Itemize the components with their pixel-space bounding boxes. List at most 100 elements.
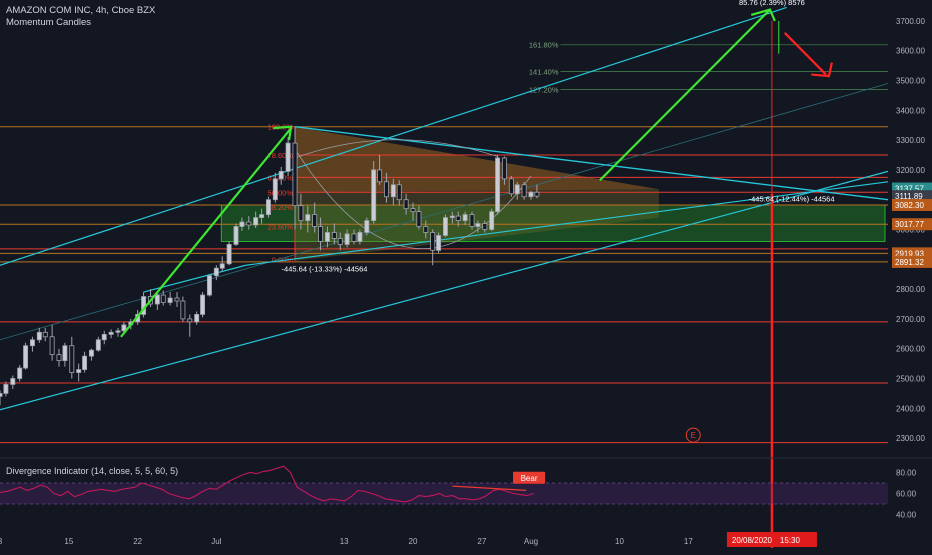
candle-body (534, 191, 540, 197)
osc-axis-tick: 80.00 (896, 469, 917, 478)
bear-label: Bear (521, 474, 538, 483)
upper-arc (294, 139, 498, 159)
candle-body (469, 214, 475, 227)
fib-level-label: 78.60% (268, 151, 294, 160)
measure-label: -445.64 (-13.33%) -44564 (282, 265, 368, 274)
candle-body (88, 349, 94, 357)
candle-body (226, 243, 232, 265)
time-axis-tick: Aug (524, 537, 538, 546)
crosshair-time: 15:30 (780, 536, 801, 545)
price-label: 2919.93 (895, 249, 924, 258)
candle-body (508, 178, 514, 195)
triangle-upper-line (294, 125, 889, 201)
candle-body (475, 223, 481, 227)
symbol-title: AMAZON COM INC, 4h, Cboe BZX (6, 5, 156, 16)
fib-level-label: 23.60% (268, 223, 294, 232)
price-axis-tick: 3400.00 (896, 106, 925, 115)
indicator-title: Momentum Candles (6, 17, 92, 28)
price-label-box (892, 255, 932, 268)
bear-label-box (513, 471, 546, 484)
candle-body (29, 339, 35, 347)
divergence-line (452, 485, 527, 491)
candle-body (312, 214, 318, 227)
candle-body (194, 314, 200, 323)
candle-body (292, 142, 298, 207)
price-axis-tick: 2600.00 (896, 345, 925, 354)
candle-body (174, 297, 180, 302)
candle-body (442, 217, 448, 236)
green-arrow-1 (120, 127, 292, 338)
price-axis-tick: 3200.00 (896, 166, 925, 175)
candle-body (278, 170, 284, 180)
candle-body (501, 157, 507, 180)
chart-header: AMAZON COM INC, 4h, Cboe BZX Momentum Ca… (6, 5, 155, 29)
channel-lower-line (0, 170, 889, 411)
candle-body (489, 211, 495, 230)
fib-level-label: 0.00% (272, 255, 294, 264)
candle-body (49, 336, 55, 356)
candle-body (154, 294, 160, 305)
candle-body (115, 330, 121, 333)
measure-label: 85.76 (2.39%) 8576 (739, 0, 805, 7)
candle-body (318, 226, 324, 242)
candle-body (528, 191, 534, 198)
candle-body (0, 392, 3, 397)
candle-body (324, 232, 330, 242)
candle-body (390, 184, 396, 198)
time-axis-tick: 13 (340, 537, 349, 546)
candle-body (383, 181, 389, 198)
price-label-box (892, 198, 932, 211)
price-label-box (892, 247, 932, 260)
candle-body (95, 339, 101, 351)
candle-body (455, 215, 461, 221)
triangle-lower-line (245, 181, 889, 266)
candle-body (344, 233, 350, 245)
candle-body (423, 226, 429, 233)
candle-body (108, 331, 114, 335)
green-arrow-1-head (273, 125, 293, 141)
candle-body (298, 205, 304, 221)
candle-body (239, 221, 245, 227)
candle-body (331, 232, 337, 239)
candle-body (62, 345, 68, 362)
candle-body (121, 324, 127, 332)
candle-body (219, 263, 225, 269)
time-axis-tick: 27 (477, 537, 486, 546)
time-axis-tick: 15 (64, 537, 73, 546)
candle-body (10, 378, 16, 385)
candle-body (17, 367, 23, 379)
candle-body (285, 142, 291, 172)
candle-body (82, 355, 88, 370)
price-axis-tick: 3500.00 (896, 77, 925, 86)
candle-body (246, 221, 252, 226)
price-label: 3137.57 (895, 185, 924, 194)
fib-level-label: 141.40% (529, 68, 559, 77)
candle-body (180, 300, 186, 320)
candle-body (213, 267, 219, 277)
candle-body (167, 297, 173, 303)
candle-body (101, 333, 107, 341)
time-axis-tick: 20 (409, 537, 418, 546)
price-axis-tick: 3700.00 (896, 17, 925, 26)
candle-body (56, 354, 62, 362)
time-axis-tick: 10 (615, 537, 624, 546)
price-axis-tick: 2400.00 (896, 404, 925, 413)
crosshair-date: 20/08/2020 (732, 536, 773, 545)
red-arrow (783, 32, 827, 76)
candle-body (76, 369, 82, 373)
fib-level-label: 127.20% (529, 85, 559, 94)
candle-body (364, 220, 370, 233)
candle-body (403, 199, 409, 210)
candle-body (272, 178, 278, 201)
candle-body (430, 232, 436, 251)
candle-body (69, 345, 75, 373)
candle-body (482, 223, 488, 230)
candle-body (495, 157, 501, 213)
crosshair-date-box (726, 532, 817, 547)
candle-body (253, 217, 259, 226)
candle-body (416, 211, 422, 227)
time-axis-tick: 22 (133, 537, 142, 546)
candle-body (187, 318, 193, 323)
